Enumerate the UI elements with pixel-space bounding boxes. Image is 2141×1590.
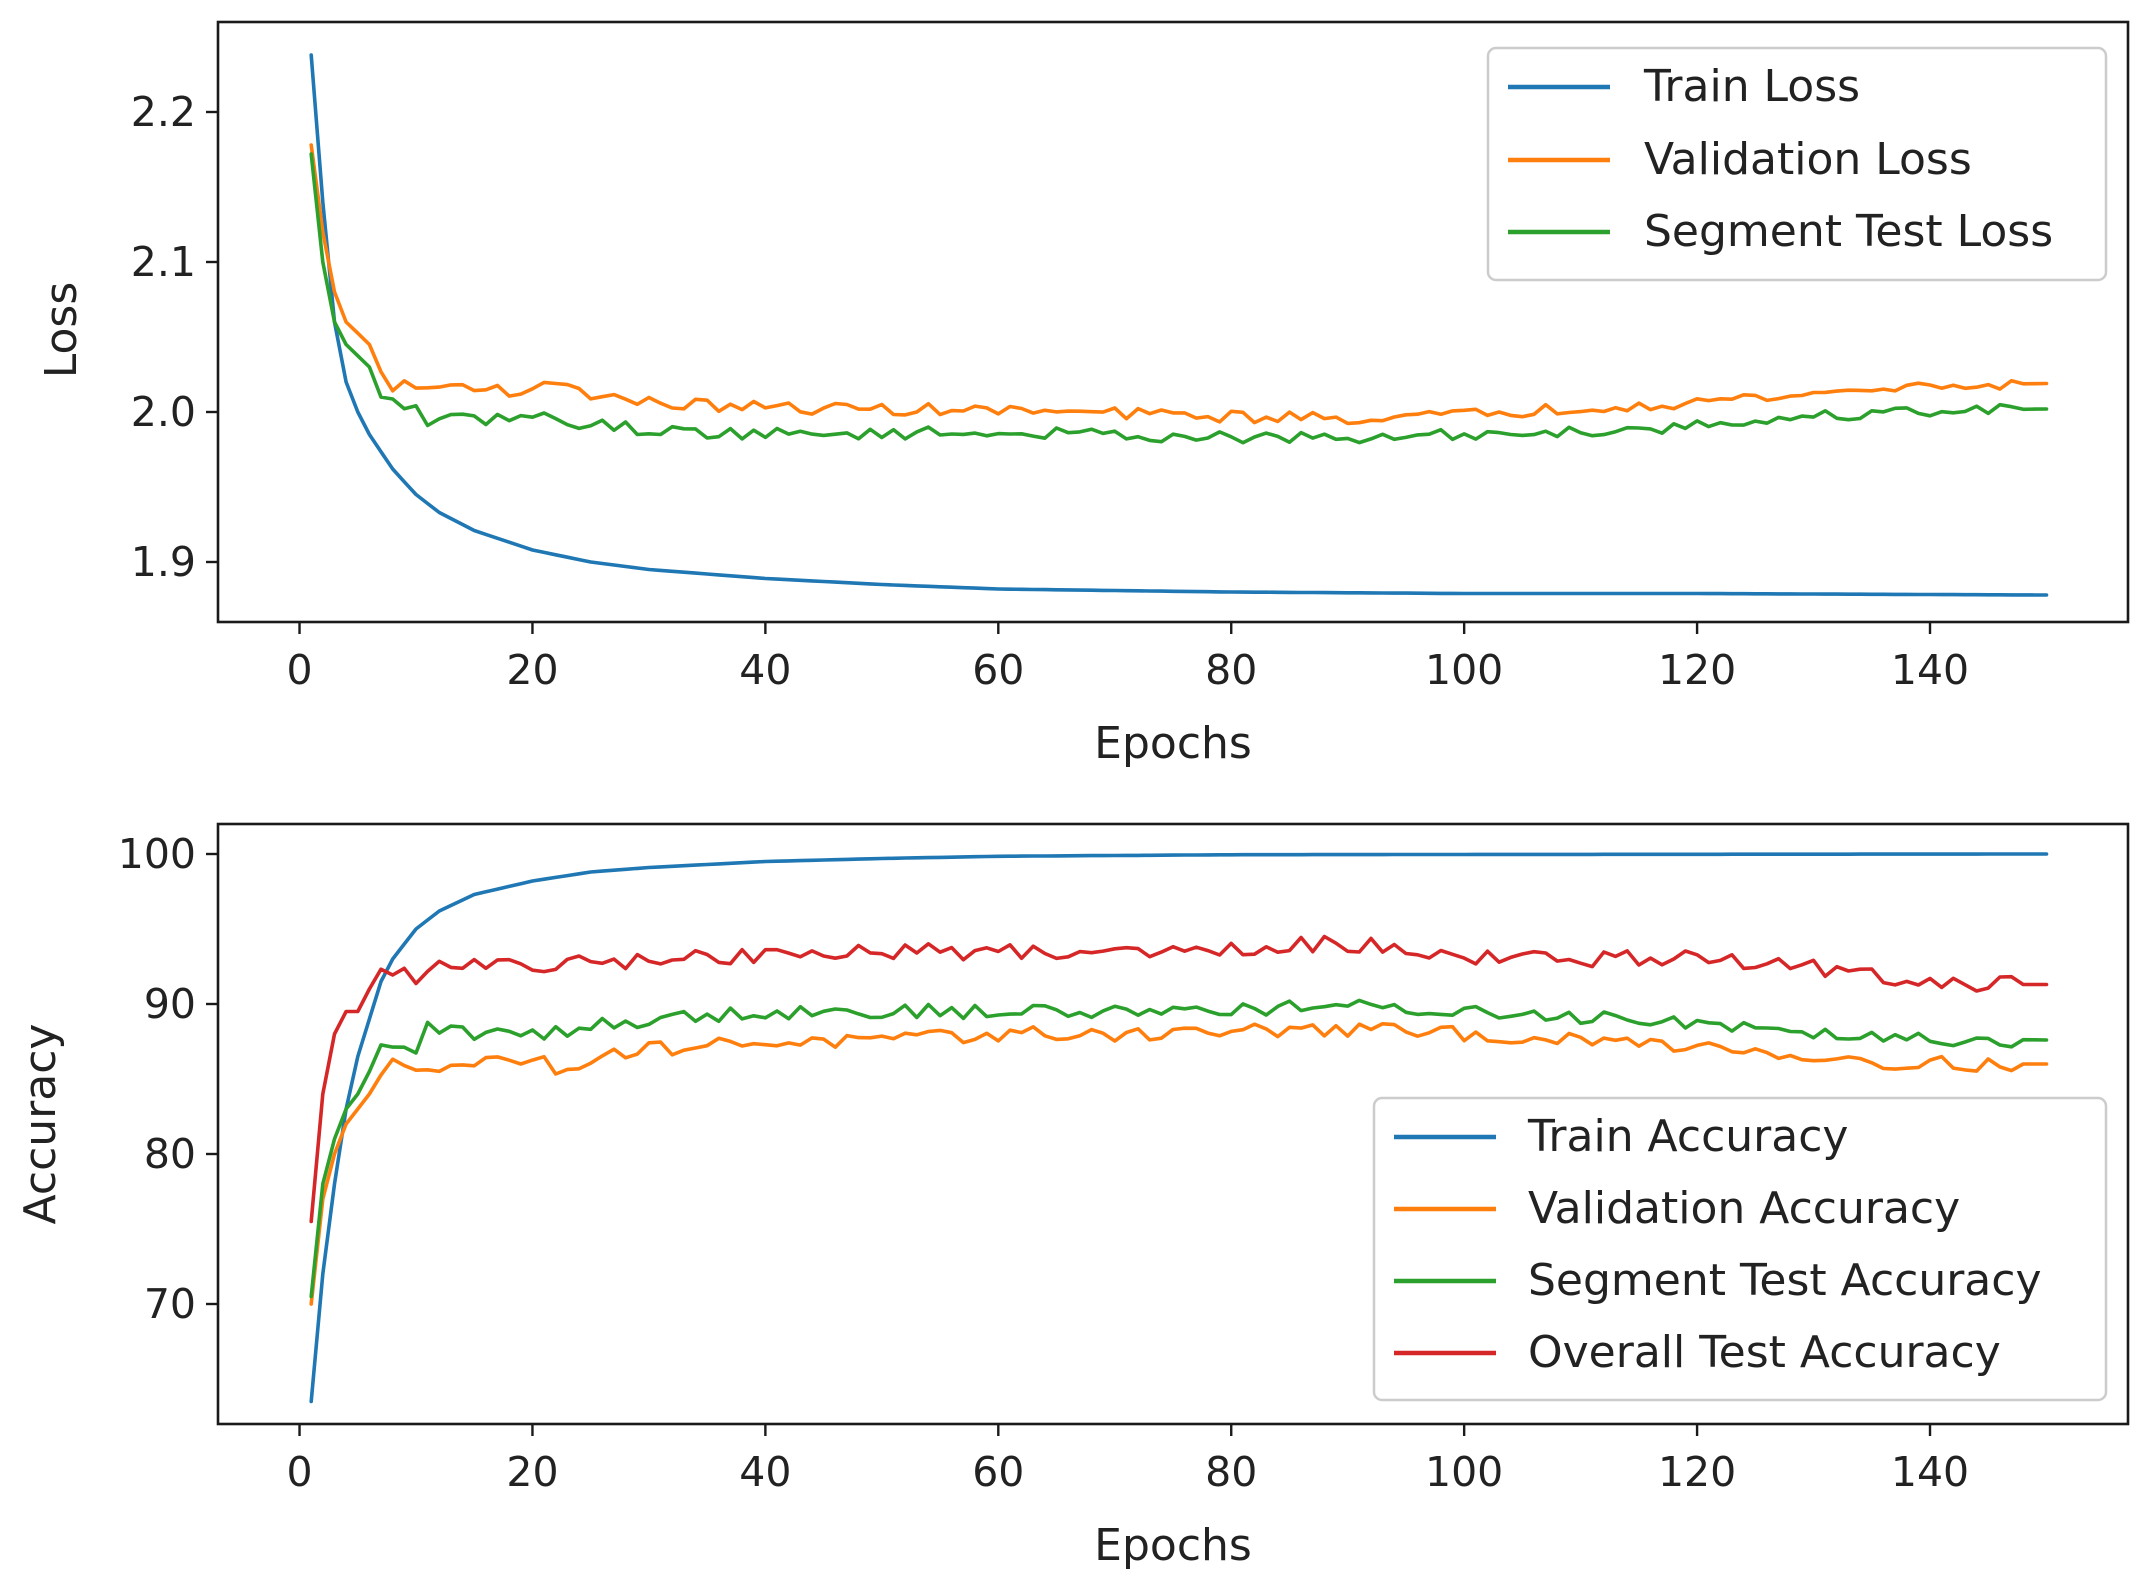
accuracy-y-axis-label: Accuracy (15, 1024, 66, 1225)
loss-x-tick-label: 20 (506, 646, 558, 694)
series-line-train-accuracy (309, 852, 2049, 1404)
accuracy-y-tick-label: 70 (144, 1280, 196, 1328)
accuracy-y-tick-label: 80 (144, 1130, 196, 1178)
accuracy-x-tick-label: 20 (506, 1448, 558, 1496)
series-line-segment-test-loss (309, 152, 2049, 445)
accuracy-legend-box (1372, 1096, 2108, 1402)
series-line-validation-loss (309, 143, 2049, 426)
accuracy-x-tick-label: 80 (1205, 1448, 1257, 1496)
loss-x-tick-label: 0 (286, 646, 312, 694)
legend-train-accuracy-label: Train Accuracy (1527, 1111, 1848, 1162)
loss-y-tick-label: 2.0 (131, 388, 196, 436)
series-line-overall-test-accuracy (309, 934, 2049, 1224)
accuracy-x-tick-label: 0 (286, 1448, 312, 1496)
loss-y-axis-label: Loss (36, 282, 87, 379)
loss-x-tick-label: 60 (972, 646, 1024, 694)
accuracy-legend: Train Accuracy Validation Accuracy Segme… (1372, 1096, 2108, 1402)
loss-y-tick-label: 1.9 (131, 538, 196, 586)
legend-segment-test-loss-label: Segment Test Loss (1644, 206, 2053, 257)
series-line-segment-test-accuracy (309, 998, 2049, 1299)
accuracy-x-tick-label: 100 (1425, 1448, 1503, 1496)
series-line-validation-accuracy (309, 1021, 2049, 1306)
loss-panel: 0 20 40 60 80 100 120 140 1.9 2.0 2.1 2.2 Epochs L… (36, 20, 2130, 769)
loss-y-tick-label: 2.1 (131, 238, 196, 286)
accuracy-y-tick-label: 90 (144, 980, 196, 1028)
accuracy-y-tick-label: 100 (118, 830, 196, 878)
loss-x-tick-label: 120 (1658, 646, 1736, 694)
loss-y-tick-label: 2.2 (131, 88, 196, 136)
legend-train-loss-label: Train Loss (1643, 61, 1860, 112)
loss-x-tick-label: 40 (739, 646, 791, 694)
loss-x-axis-label: Epochs (1094, 718, 1252, 769)
loss-x-tick-label: 80 (1205, 646, 1257, 694)
legend-overall-test-accuracy-label: Overall Test Accuracy (1528, 1327, 2001, 1378)
loss-legend: Train Loss Validation Loss Segment Test … (1486, 46, 2108, 282)
legend-validation-loss-label: Validation Loss (1644, 134, 1972, 185)
accuracy-x-tick-label: 60 (972, 1448, 1024, 1496)
accuracy-x-tick-label: 40 (739, 1448, 791, 1496)
series-line-train-loss (309, 53, 2049, 597)
accuracy-panel: 0 20 40 60 80 100 120 140 70 80 90 100 Epochs Accu… (15, 822, 2130, 1571)
accuracy-x-tick-label: 120 (1658, 1448, 1736, 1496)
loss-legend-box (1486, 46, 2108, 282)
accuracy-plot-frame (216, 822, 2130, 1426)
loss-x-tick-label: 140 (1891, 646, 1969, 694)
accuracy-x-axis-label: Epochs (1094, 1520, 1252, 1571)
loss-x-tick-label: 100 (1425, 646, 1503, 694)
legend-segment-test-accuracy-label: Segment Test Accuracy (1528, 1255, 2042, 1306)
legend-validation-accuracy-label: Validation Accuracy (1528, 1183, 1960, 1234)
accuracy-x-tick-label: 140 (1891, 1448, 1969, 1496)
loss-plot-frame (216, 20, 2130, 624)
